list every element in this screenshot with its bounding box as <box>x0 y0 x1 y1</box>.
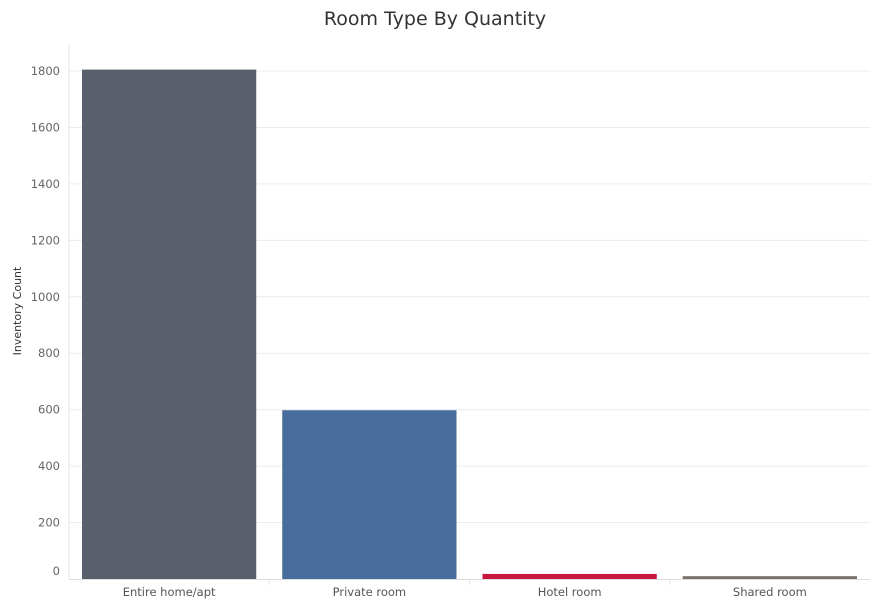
y-axis-ticks: 0 200 400 600 800 1000 1200 1400 1600 1800 <box>31 64 60 578</box>
bar-private-room[interactable] <box>282 410 457 579</box>
bar-shared-room[interactable] <box>682 576 857 579</box>
x-tick-label: Shared room <box>733 585 807 599</box>
bar-hotel-room[interactable] <box>482 573 657 579</box>
bars <box>82 69 857 579</box>
x-axis-ticks: Entire home/apt Private room Hotel room Sha… <box>123 579 807 599</box>
x-tick-label: Hotel room <box>538 585 602 599</box>
x-tick-label: Entire home/apt <box>123 585 216 599</box>
y-tick-label: 1400 <box>31 177 60 191</box>
y-tick-label: 0 <box>53 564 60 578</box>
y-tick-label: 1200 <box>31 233 60 247</box>
y-tick-label: 600 <box>38 403 60 417</box>
y-axis-title: Inventory Count <box>11 266 24 355</box>
y-tick-label: 200 <box>38 516 60 530</box>
y-tick-label: 1600 <box>31 120 60 134</box>
y-tick-label: 1000 <box>31 290 60 304</box>
y-tick-label: 800 <box>38 346 60 360</box>
bar-entire-home-apt[interactable] <box>82 69 257 579</box>
chart-title: Room Type By Quantity <box>323 8 547 30</box>
x-tick-label: Private room <box>333 585 407 599</box>
y-tick-label: 400 <box>38 459 60 473</box>
y-tick-label: 1800 <box>31 64 60 78</box>
